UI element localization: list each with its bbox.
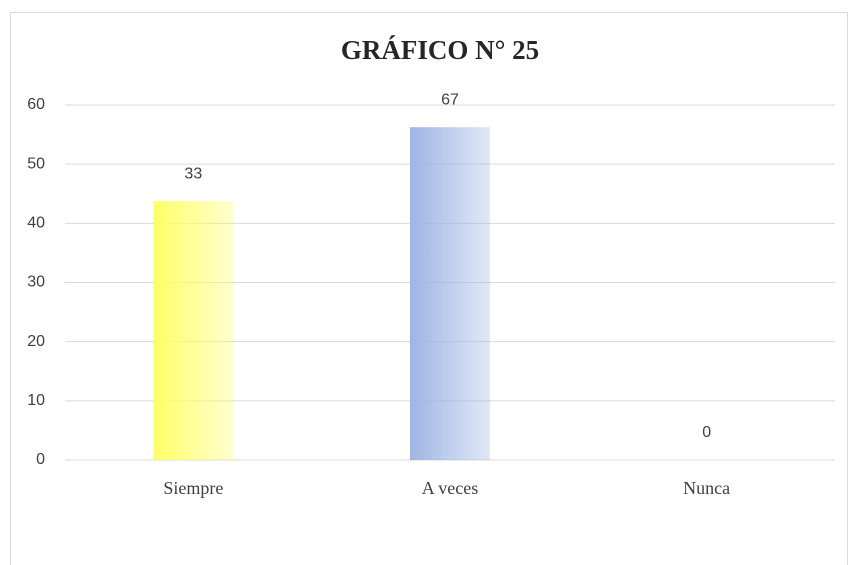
y-tick-label: 10 [27,392,45,409]
y-tick-label: 50 [27,155,45,172]
y-tick-label: 30 [27,274,45,291]
bar [153,201,234,461]
data-label: 67 [441,91,459,108]
x-tick-label: Siempre [163,478,223,498]
y-tick-label: 20 [27,333,45,350]
y-tick-label: 40 [27,215,45,232]
data-label: 0 [702,424,711,441]
data-label: 33 [184,165,202,182]
x-tick-label: Nunca [683,478,730,498]
chart-title: GRÁFICO N° 25 [341,35,539,65]
y-tick-label: 0 [36,451,45,468]
bar [410,127,490,460]
y-tick-label: 60 [27,96,45,113]
x-tick-label: A veces [422,478,478,498]
